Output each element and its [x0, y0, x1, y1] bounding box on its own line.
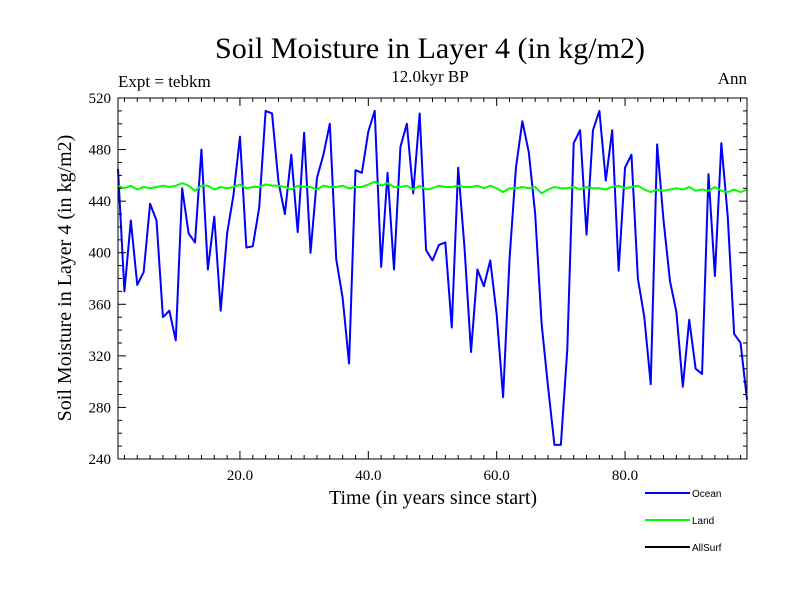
legend-label-land: Land [692, 516, 714, 527]
y-tick-label: 400 [89, 246, 112, 262]
y-tick-label: 520 [89, 91, 112, 107]
y-tick-label: 360 [89, 297, 112, 313]
y-tick-label: 280 [89, 400, 112, 416]
y-tick-label: 240 [89, 452, 112, 468]
chart-title: Soil Moisture in Layer 4 (in kg/m2) [215, 32, 645, 65]
period-label: 12.0kyr BP [391, 67, 468, 86]
legend-label-allsurf: AllSurf [692, 543, 722, 554]
y-axis-label: Soil Moisture in Layer 4 (in kg/m2) [54, 135, 76, 422]
y-tick-label: 320 [89, 349, 112, 365]
x-tick-label: 20.0 [227, 468, 253, 484]
axis-tick-labels: 20.0 40.0 60.0 80.0 240 280 320 360 400 440 480 520 [89, 91, 639, 484]
x-axis-label: Time (in years since start) [329, 487, 537, 509]
season-label: Ann [718, 69, 748, 88]
series-line-land [117, 180, 748, 195]
x-tick-label: 80.0 [612, 468, 638, 484]
legend-label-ocean: Ocean [692, 489, 721, 500]
plot-area [117, 109, 748, 446]
series-line-ocean [117, 109, 748, 446]
legend: Ocean Land AllSurf [645, 489, 722, 554]
x-tick-label: 40.0 [355, 468, 381, 484]
y-tick-label: 440 [89, 194, 112, 210]
x-tick-label: 60.0 [484, 468, 510, 484]
y-tick-label: 480 [89, 143, 112, 159]
axis-ticks [118, 97, 747, 460]
experiment-label: Expt = tebkm [118, 72, 211, 91]
